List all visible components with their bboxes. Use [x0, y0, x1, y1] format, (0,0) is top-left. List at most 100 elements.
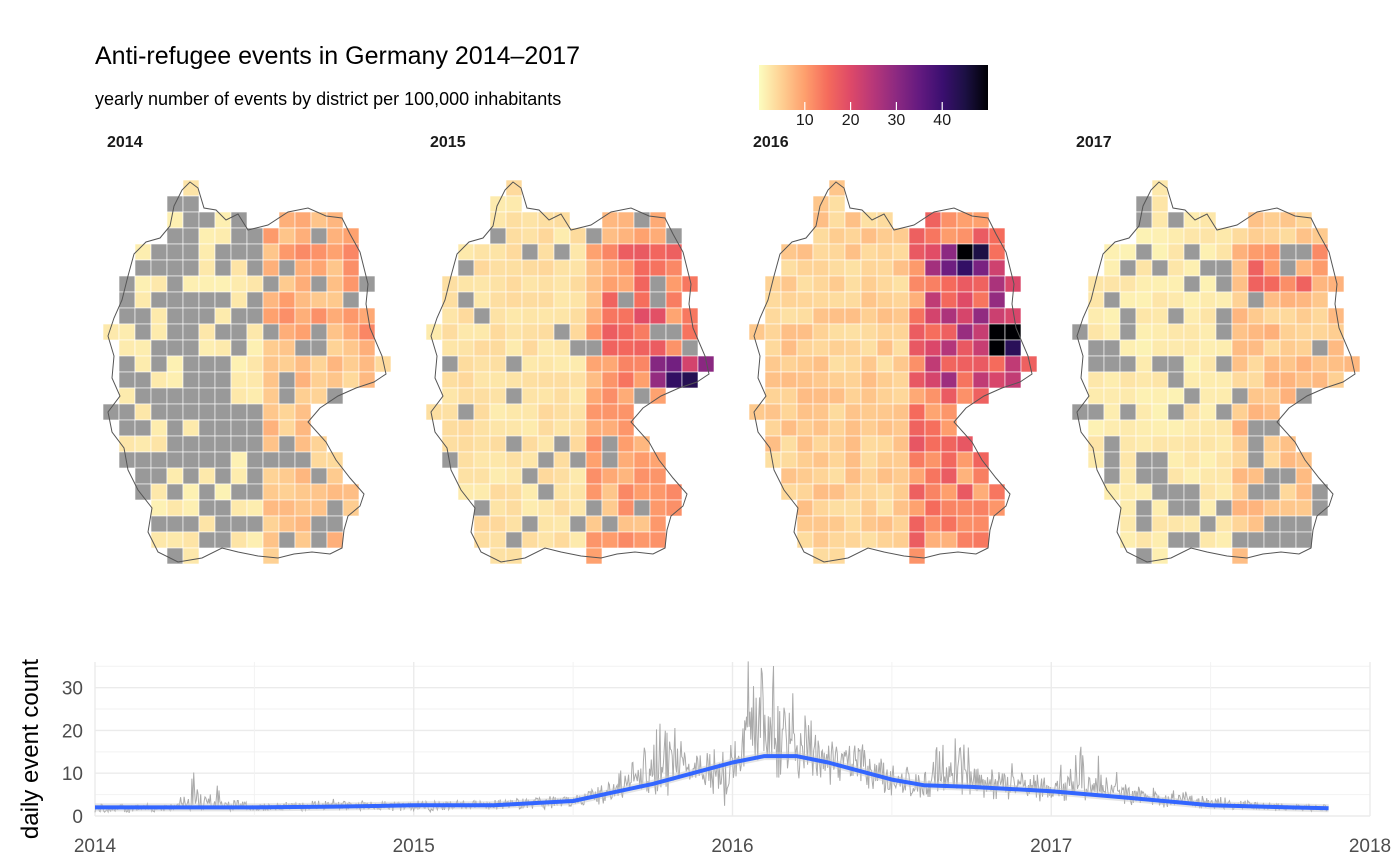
- district-cell: [876, 275, 894, 293]
- district-cell: [1183, 227, 1201, 245]
- district-cell: [310, 451, 328, 469]
- district-cell: [876, 259, 894, 277]
- district-cell: [1311, 275, 1329, 293]
- district-cell: [665, 339, 683, 357]
- district-cell: [489, 355, 507, 373]
- district-cell: [118, 403, 136, 421]
- district-cell: [956, 323, 974, 341]
- grid: [94, 662, 1371, 817]
- district-cell: [956, 435, 974, 453]
- district-cell: [505, 339, 523, 357]
- facet-label-2014: 2014: [107, 134, 143, 151]
- district-cell: [134, 435, 152, 453]
- district-cell: [796, 307, 814, 325]
- district-cell: [214, 259, 232, 277]
- district-cell: [473, 531, 491, 549]
- district-cell: [246, 307, 264, 325]
- district-cell: [198, 275, 216, 293]
- district-cell: [764, 387, 782, 405]
- district-cell: [860, 515, 878, 533]
- district-cell: [1247, 467, 1265, 485]
- district-cell: [1215, 355, 1233, 373]
- district-cell: [924, 275, 942, 293]
- district-cell: [972, 211, 990, 229]
- district-cell: [1199, 339, 1217, 357]
- district-cell: [1231, 387, 1249, 405]
- district-cell: [1151, 483, 1169, 501]
- district-cell: [892, 227, 910, 245]
- district-cell: [1004, 371, 1022, 389]
- district-cell: [633, 355, 651, 373]
- district-cell: [505, 403, 523, 421]
- district-cell: [473, 307, 491, 325]
- district-cell: [246, 259, 264, 277]
- district-cell: [828, 307, 846, 325]
- district-cell: [585, 339, 603, 357]
- district-cell: [310, 531, 328, 549]
- district-cell: [1151, 499, 1169, 517]
- district-cell: [1199, 419, 1217, 437]
- district-cell: [1215, 435, 1233, 453]
- district-cell: [617, 211, 635, 229]
- district-cell: [860, 227, 878, 245]
- district-cell: [633, 467, 651, 485]
- district-cell: [1215, 275, 1233, 293]
- district-cell: [473, 339, 491, 357]
- district-cell: [118, 419, 136, 437]
- district-cell: [876, 243, 894, 261]
- district-cell: [326, 371, 344, 389]
- district-cell: [537, 403, 555, 421]
- district-cell: [1247, 211, 1265, 229]
- district-cell: [908, 371, 926, 389]
- district-cell: [1231, 499, 1249, 517]
- district-cell: [1279, 515, 1297, 533]
- district-cell: [553, 403, 571, 421]
- district-cell: [1263, 467, 1281, 485]
- district-cell: [262, 291, 280, 309]
- district-cell: [828, 483, 846, 501]
- district-cell: [748, 403, 766, 421]
- district-cell: [553, 515, 571, 533]
- district-cell: [1087, 323, 1105, 341]
- district-cell: [780, 259, 798, 277]
- district-cell: [473, 323, 491, 341]
- district-cell: [924, 515, 942, 533]
- district-cell: [1135, 435, 1153, 453]
- district-cell: [860, 355, 878, 373]
- district-cell: [956, 483, 974, 501]
- district-cell: [828, 387, 846, 405]
- district-cell: [278, 339, 296, 357]
- district-cell: [1215, 259, 1233, 277]
- district-cell: [1151, 403, 1169, 421]
- district-cell: [166, 467, 184, 485]
- district-cell: [214, 339, 232, 357]
- district-cell: [1263, 307, 1281, 325]
- district-cell: [198, 323, 216, 341]
- district-cell: [294, 531, 312, 549]
- district-cell: [796, 531, 814, 549]
- district-cell: [1279, 387, 1297, 405]
- district-cell: [956, 451, 974, 469]
- district-cell: [473, 467, 491, 485]
- district-cell: [649, 259, 667, 277]
- district-cell: [521, 419, 539, 437]
- district-cell: [182, 435, 200, 453]
- district-cell: [457, 371, 475, 389]
- district-cell: [230, 259, 248, 277]
- district-cell: [1215, 307, 1233, 325]
- district-cell: [134, 291, 152, 309]
- district-cell: [828, 451, 846, 469]
- district-cell: [489, 243, 507, 261]
- district-cell: [1183, 451, 1201, 469]
- district-cell: [844, 323, 862, 341]
- district-cell: [505, 195, 523, 213]
- district-cell: [908, 547, 926, 565]
- district-cell: [940, 515, 958, 533]
- district-cell: [1119, 451, 1137, 469]
- germany-outline: [107, 181, 387, 563]
- chart-title: Anti-refugee events in Germany 2014–2017: [95, 42, 581, 70]
- district-cell: [633, 531, 651, 549]
- district-cell: [342, 339, 360, 357]
- district-cell: [246, 371, 264, 389]
- district-cell: [262, 515, 280, 533]
